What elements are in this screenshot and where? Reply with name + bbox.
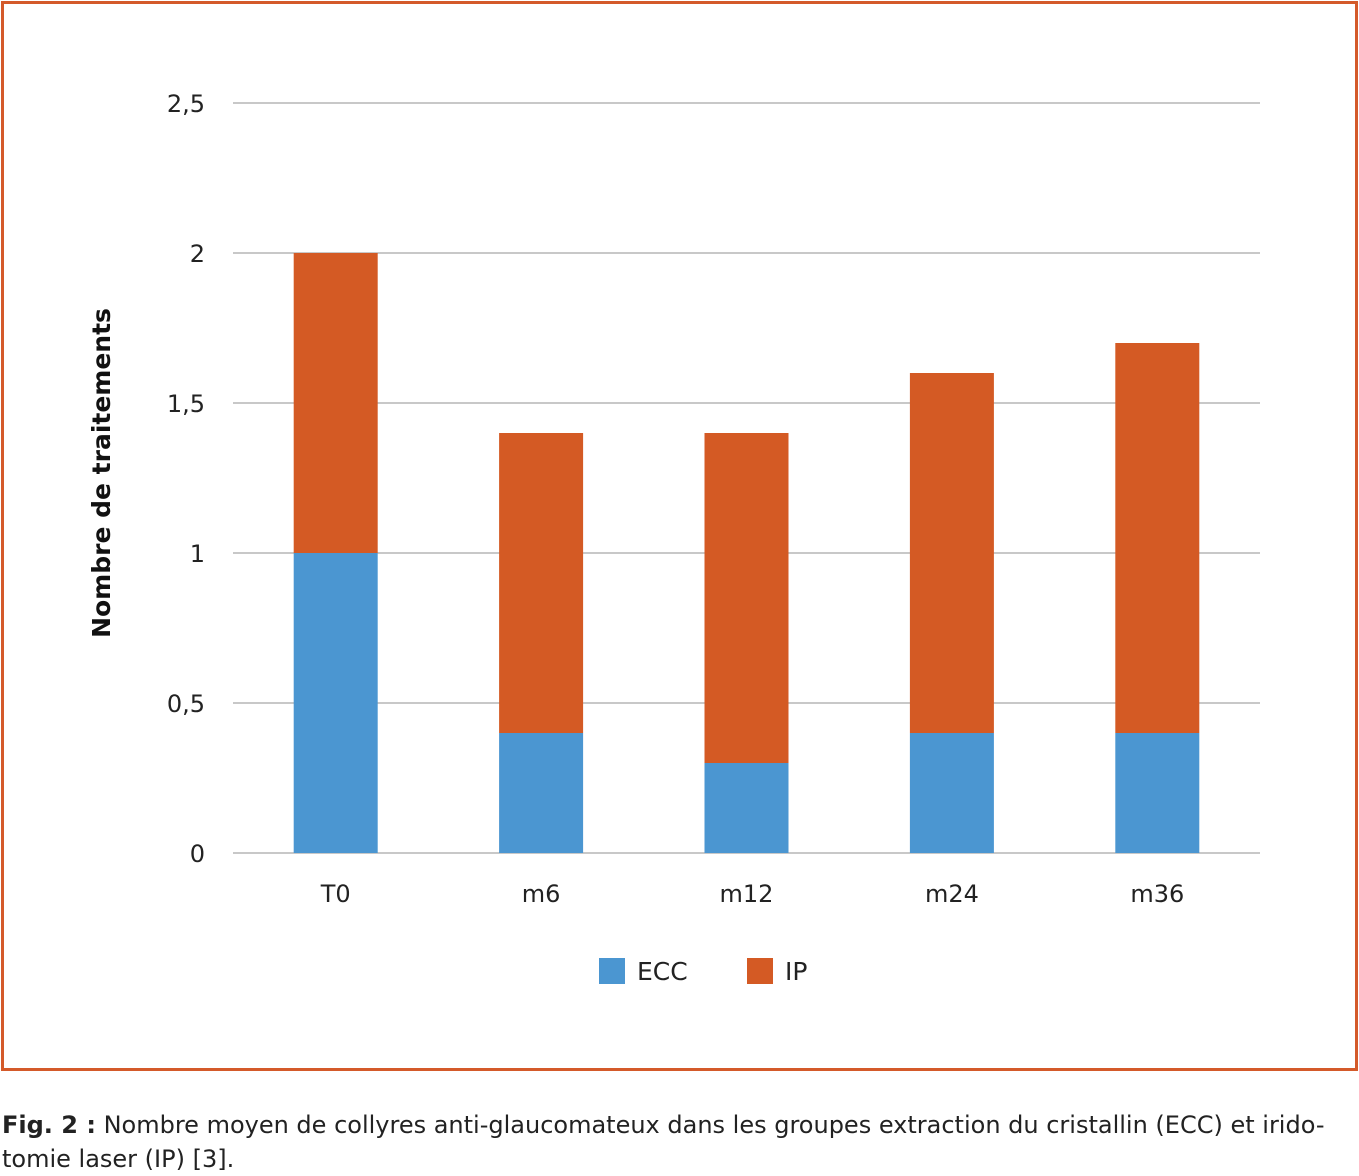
y-axis-title: Nombre de traitements <box>87 308 116 638</box>
bar-ecc-m12 <box>704 763 789 853</box>
legend-label-ecc: ECC <box>637 957 688 986</box>
y-tick-label: 0 <box>190 840 205 868</box>
bar-ip-m6 <box>499 433 584 733</box>
bar-ecc-m24 <box>909 733 994 853</box>
x-tick-label: T0 <box>320 880 351 908</box>
y-tick-label: 2 <box>190 240 205 268</box>
legend-swatch-ip <box>747 958 773 984</box>
x-tick-label: m6 <box>522 880 561 908</box>
bar-ip-m36 <box>1115 343 1200 733</box>
caption-text: Nombre moyen de collyres anti-glaucomate… <box>2 1111 1325 1173</box>
legend-label-ip: IP <box>785 957 807 986</box>
bar-ecc-t0 <box>293 553 378 853</box>
y-tick-label: 1 <box>190 540 205 568</box>
bar-ecc-m6 <box>499 733 584 853</box>
figure-caption: Fig. 2 : Nombre moyen de collyres anti-g… <box>2 1108 1354 1176</box>
x-tick-label: m36 <box>1130 880 1184 908</box>
legend-swatch-ecc <box>599 958 625 984</box>
x-tick-label: m12 <box>720 880 774 908</box>
bar-ecc-m36 <box>1115 733 1200 853</box>
bar-ip-m24 <box>909 373 994 733</box>
y-tick-label: 0,5 <box>167 690 205 718</box>
bar-ip-t0 <box>293 253 378 553</box>
x-tick-label: m24 <box>925 880 979 908</box>
caption-label: Fig. 2 : <box>2 1111 96 1139</box>
stacked-bar-chart: 0 0,5 1 1,5 2 2,5 T0 m6 m12 m24 m36 Nombre de tra… <box>87 90 1260 986</box>
y-tick-label: 2,5 <box>167 90 205 118</box>
bar-ip-m12 <box>704 433 789 763</box>
y-tick-label: 1,5 <box>167 390 205 418</box>
